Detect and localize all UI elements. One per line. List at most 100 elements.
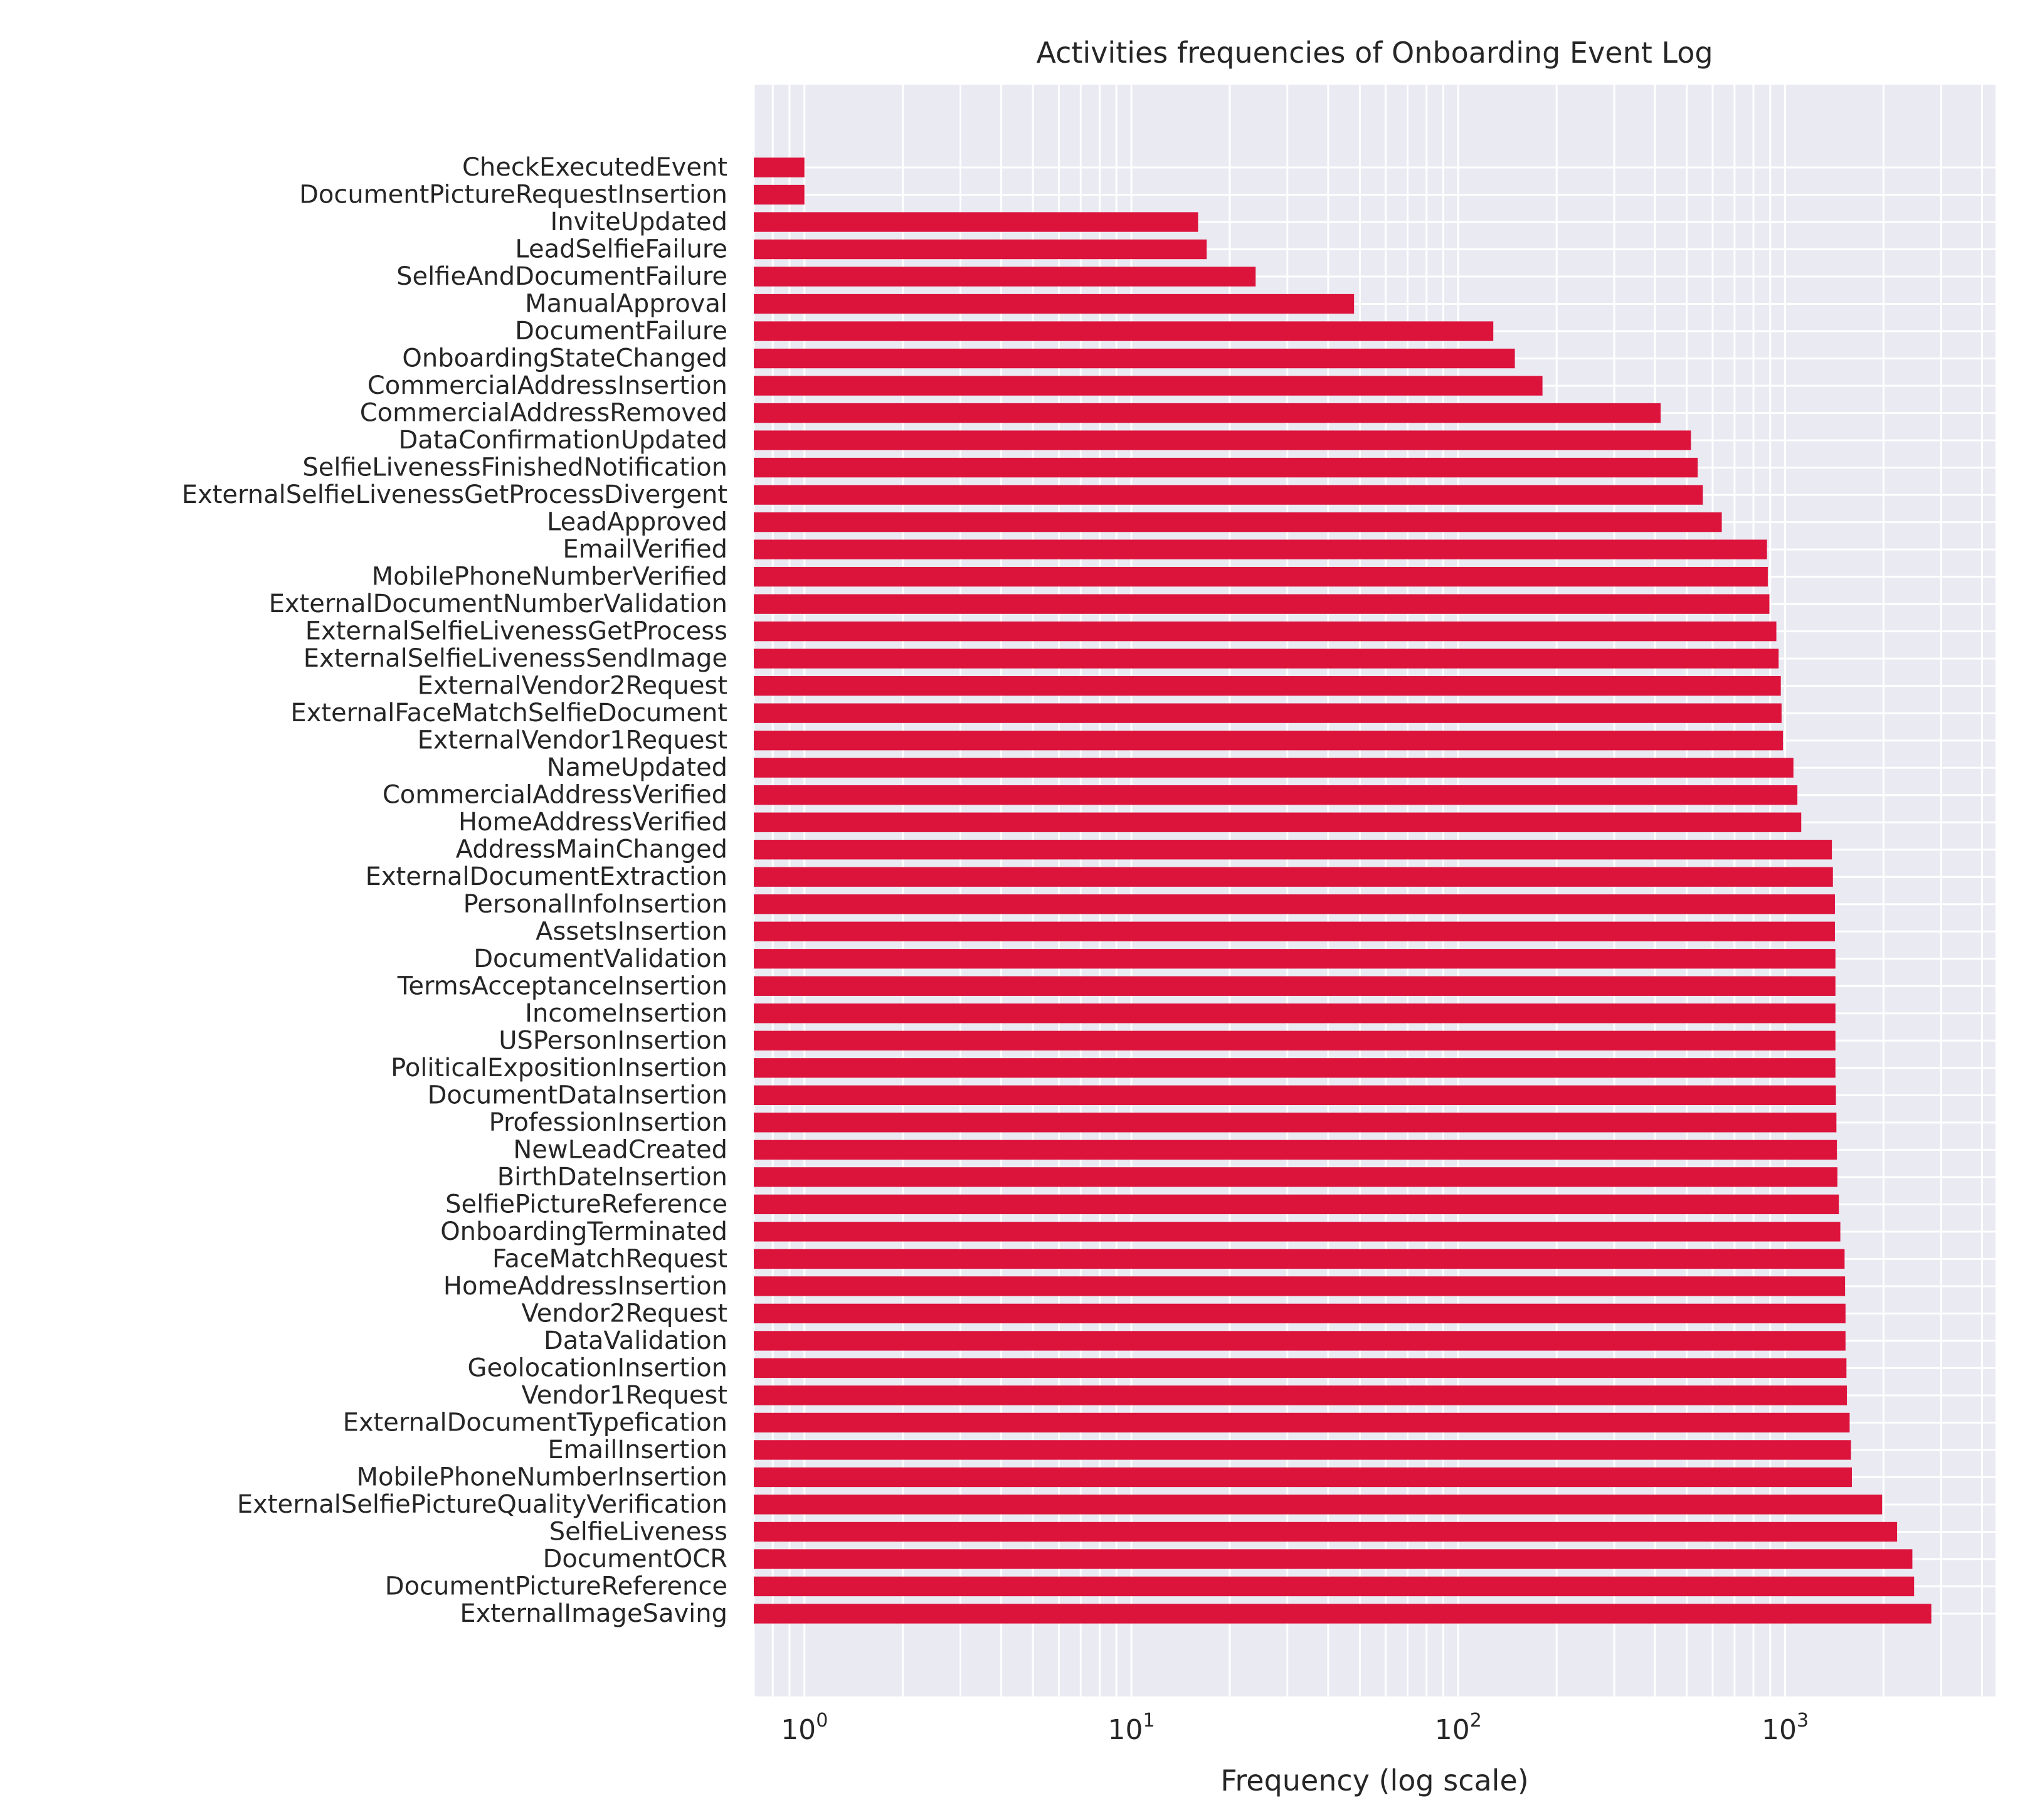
y-tick-label: SelfieLivenessFinishedNotification <box>302 453 727 482</box>
y-tick-label: MobilePhoneNumberVerified <box>372 563 727 591</box>
y-tick-label: BirthDateInsertion <box>497 1163 727 1192</box>
x-tick-label: 101 <box>1107 1710 1155 1746</box>
y-tick-label: DocumentFailure <box>515 317 727 346</box>
y-tick-label: NewLeadCreated <box>513 1135 727 1164</box>
y-tick-label: IncomeInsertion <box>525 999 727 1028</box>
y-tick-label: PoliticalExpositionInsertion <box>391 1054 727 1082</box>
y-tick-label: USPersonInsertion <box>499 1026 727 1055</box>
bar <box>754 1495 1883 1515</box>
y-tick-label: ManualApproval <box>525 290 727 319</box>
bar <box>754 785 1798 805</box>
bar <box>754 1576 1915 1597</box>
y-tick-label: ExternalDocumentExtraction <box>366 862 727 891</box>
y-tick-label: LeadApproved <box>547 508 727 537</box>
y-tick-label: ExternalFaceMatchSelfieDocument <box>290 699 727 727</box>
y-tick-label: ExternalSelfieLivenessGetProcess <box>305 617 727 646</box>
bar <box>754 403 1661 423</box>
bar <box>754 212 1198 232</box>
y-tick-label: ExternalDocumentTypefication <box>343 1408 727 1437</box>
bar <box>754 594 1770 614</box>
bar <box>754 1276 1846 1296</box>
y-tick-label: DocumentOCR <box>543 1545 727 1574</box>
bar <box>754 1467 1852 1488</box>
y-tick-label: TermsAcceptanceInsertion <box>397 971 727 1000</box>
bar <box>754 1521 1898 1542</box>
bar <box>754 1058 1836 1078</box>
y-tick-label: HomeAddressInsertion <box>443 1272 727 1301</box>
bar <box>754 239 1207 260</box>
bar <box>754 758 1794 778</box>
y-tick-label: ExternalVendor1Request <box>418 726 727 755</box>
bar <box>754 376 1543 396</box>
bar <box>754 731 1784 751</box>
y-tick-label: HomeAddressVerified <box>458 808 727 837</box>
bar <box>754 1385 1847 1405</box>
x-tick-labels: 100 101 102 103 <box>781 1710 1809 1746</box>
y-tick-label: LeadSelfieFailure <box>515 235 727 264</box>
bar <box>754 1222 1841 1242</box>
bar <box>754 1085 1836 1105</box>
y-tick-label: ExternalDocumentNumberValidation <box>269 590 727 618</box>
bar <box>754 184 805 205</box>
bar <box>754 1030 1836 1050</box>
bar <box>754 348 1515 369</box>
bar <box>754 949 1836 969</box>
y-tick-label: SelfiePictureReference <box>445 1190 727 1219</box>
y-tick-label: DocumentPictureRequestInsertion <box>299 181 727 209</box>
bar <box>754 676 1781 696</box>
y-tick-label: ExternalVendor2Request <box>418 672 727 701</box>
y-tick-label: InviteUpdated <box>551 208 727 236</box>
y-tick-label: SelfieLiveness <box>549 1517 727 1546</box>
y-tick-label: DocumentPictureReference <box>385 1572 727 1600</box>
bar <box>754 267 1256 287</box>
y-tick-label: NameUpdated <box>547 753 727 782</box>
bar <box>754 457 1698 478</box>
y-tick-label: ExternalSelfieLivenessGetProcessDivergen… <box>182 480 727 509</box>
y-tick-label: AddressMainChanged <box>456 835 727 864</box>
bar <box>754 1358 1847 1378</box>
bar <box>754 1604 1932 1624</box>
chart-title: Activities frequencies of Onboarding Eve… <box>1036 36 1713 70</box>
y-tick-label: DataConfirmationUpdated <box>398 426 727 455</box>
bar <box>754 294 1355 314</box>
y-tick-label: PersonalInfoInsertion <box>463 890 727 919</box>
y-tick-label: ExternalSelfiePictureQualityVerification <box>237 1490 727 1519</box>
bar <box>754 1549 1913 1569</box>
y-tick-label: Vendor2Request <box>522 1299 727 1328</box>
bar <box>754 976 1836 996</box>
y-tick-label: MobilePhoneNumberInsertion <box>357 1463 727 1491</box>
bar <box>754 512 1722 532</box>
bar <box>754 1140 1837 1160</box>
y-tick-label: OnboardingTerminated <box>440 1217 727 1246</box>
bar <box>754 1440 1851 1460</box>
x-axis-label: Frequency (log scale) <box>1220 1764 1528 1797</box>
bar <box>754 1113 1837 1133</box>
y-tick-label: AssetsInsertion <box>536 917 727 946</box>
y-tick-label: DocumentValidation <box>473 944 727 973</box>
y-tick-label: GeolocationInsertion <box>468 1353 727 1382</box>
bar <box>754 485 1703 505</box>
bar <box>754 430 1691 450</box>
x-tick-label: 103 <box>1762 1710 1809 1746</box>
y-tick-label: ProfessionInsertion <box>489 1108 727 1137</box>
bar <box>754 321 1494 341</box>
y-tick-label: ExternalImageSaving <box>460 1599 727 1628</box>
y-tick-label: CommercialAddressVerified <box>383 781 727 810</box>
bar <box>754 703 1782 723</box>
bar <box>754 840 1832 860</box>
x-tick-label: 102 <box>1435 1710 1482 1746</box>
x-tick-label: 100 <box>781 1710 828 1746</box>
bars <box>754 157 1932 1624</box>
y-tick-label: DataValidation <box>544 1326 727 1355</box>
y-tick-label: Vendor1Request <box>522 1381 727 1410</box>
y-tick-label: OnboardingStateChanged <box>402 344 727 373</box>
bar <box>754 1003 1836 1024</box>
bar <box>754 1412 1850 1433</box>
bar <box>754 867 1833 887</box>
bar <box>754 1194 1839 1215</box>
bar <box>754 157 805 177</box>
bar <box>754 921 1835 941</box>
bar <box>754 566 1768 587</box>
bar <box>754 1303 1846 1324</box>
